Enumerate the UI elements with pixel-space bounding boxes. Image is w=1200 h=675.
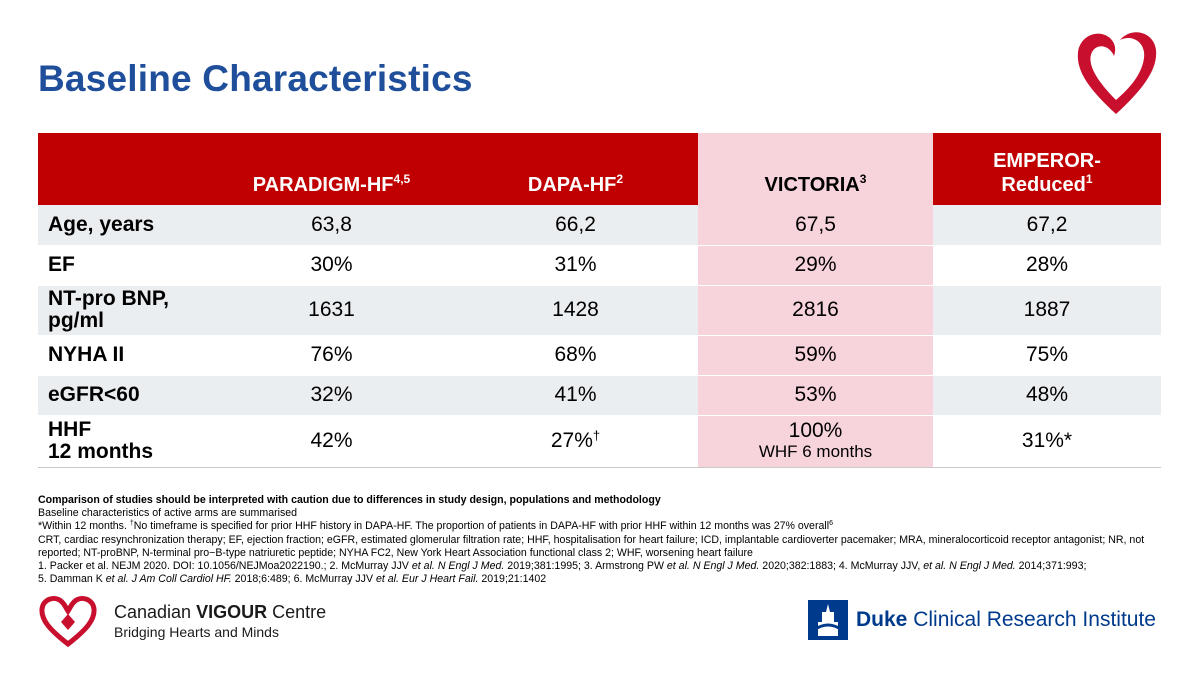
row-label: NYHA II [38, 335, 210, 376]
table-row-nyha: NYHA II 76% 68% 59% 75% [38, 335, 1161, 376]
table-row-egfr: eGFR<60 32% 41% 53% 48% [38, 375, 1161, 416]
cell-dapa: 68% [453, 335, 698, 376]
caution-note: Comparison of studies should be interpre… [38, 494, 661, 506]
cell-victoria: 59% [698, 335, 933, 376]
victoria-subnote: WHF 6 months [758, 442, 873, 461]
cell-paradigm: 1631 [210, 285, 453, 336]
cell-paradigm: 63,8 [210, 205, 453, 246]
dagger-mark: † [592, 428, 601, 443]
footnote-line: *Within 12 months. †No timeframe is spec… [38, 520, 833, 533]
slide-title: Baseline Characteristics [38, 58, 473, 99]
duke-logo: Duke Clinical Research Institute [808, 600, 1168, 640]
abbreviations-note: CRT, cardiac resynchronization therapy; … [38, 533, 1145, 559]
cvc-heart-icon [39, 596, 97, 648]
cvc-tagline: Bridging Hearts and Minds [114, 624, 279, 640]
table-row-ef: EF 30% 31% 29% 28% [38, 245, 1161, 286]
cell-emperor: 28% [933, 245, 1161, 286]
ref-sup: 2 [616, 172, 624, 186]
cell-paradigm: 42% [210, 415, 453, 468]
cell-victoria: 67,5 [698, 205, 933, 246]
header-paradigm-hf: PARADIGM-HF4,5 [210, 133, 453, 205]
cell-dapa: 66,2 [453, 205, 698, 246]
table-row-age: Age, years 63,8 66,2 67,5 67,2 [38, 205, 1161, 246]
header-blank [38, 133, 210, 205]
ref-sup: 3 [859, 172, 867, 186]
references-line-1: 1. Packer et al. NEJM 2020. DOI: 10.1056… [38, 560, 1087, 573]
cvc-name: Canadian VIGOUR Centre [114, 602, 327, 622]
table-row-hhf: HHF 12 months 42% 27%† 100% WHF 6 months 3… [38, 415, 1161, 468]
cell-victoria: 53% [698, 375, 933, 416]
heart-logo-icon [1077, 32, 1157, 114]
cell-emperor: 31%* [933, 415, 1161, 468]
duke-chapel-icon [808, 600, 848, 640]
cell-paradigm: 32% [210, 375, 453, 416]
cell-dapa: 27%† [453, 415, 698, 468]
duke-name: Duke Clinical Research Institute [856, 608, 1156, 631]
header-dapa-hf: DAPA-HF2 [453, 133, 698, 205]
cell-victoria: 100% WHF 6 months [698, 415, 933, 468]
cell-dapa: 31% [453, 245, 698, 286]
row-label: Age, years [38, 205, 210, 246]
baseline-table: PARADIGM-HF4,5 DAPA-HF2 VICTORIA3 EMPERO… [38, 133, 1161, 468]
ref-sup: 4,5 [393, 172, 411, 186]
table-header-row: PARADIGM-HF4,5 DAPA-HF2 VICTORIA3 EMPERO… [38, 133, 1161, 205]
row-label: NT-pro BNP, pg/ml [38, 285, 210, 336]
cell-emperor: 1887 [933, 285, 1161, 336]
footnotes: Comparison of studies should be interpre… [38, 494, 1163, 586]
references-line-2: 5. Damman K et al. J Am Coll Cardiol HF.… [38, 573, 547, 586]
cell-paradigm: 30% [210, 245, 453, 286]
cell-emperor: 48% [933, 375, 1161, 416]
ref-sup: 1 [1085, 172, 1093, 186]
cell-paradigm: 76% [210, 335, 453, 376]
cell-victoria: 29% [698, 245, 933, 286]
row-label: HHF 12 months [38, 415, 210, 468]
cell-dapa: 41% [453, 375, 698, 416]
cell-emperor: 75% [933, 335, 1161, 376]
cell-emperor: 67,2 [933, 205, 1161, 246]
row-label: EF [38, 245, 210, 286]
table-row-ntprobnp: NT-pro BNP, pg/ml 1631 1428 2816 1887 [38, 285, 1161, 336]
header-victoria: VICTORIA3 [698, 133, 933, 205]
canadian-vigour-centre-logo: Canadian VIGOUR Centre Bridging Hearts a… [38, 594, 338, 650]
cell-dapa: 1428 [453, 285, 698, 336]
active-arms-note: Baseline characteristics of active arms … [38, 507, 298, 520]
header-emperor-reduced: EMPEROR- Reduced1 [933, 133, 1161, 205]
row-label: eGFR<60 [38, 375, 210, 416]
cell-victoria: 2816 [698, 285, 933, 336]
